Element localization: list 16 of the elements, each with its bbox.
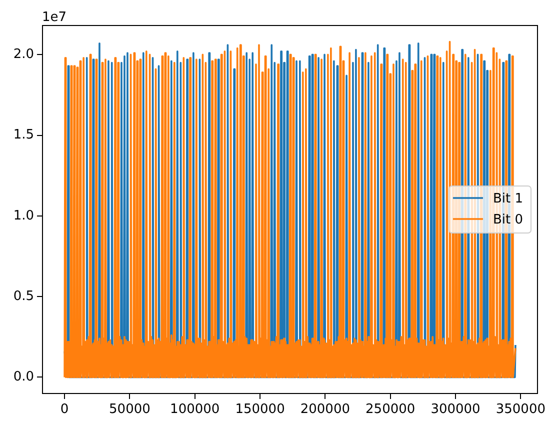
y-tick-label: 0.5	[13, 288, 34, 304]
x-tick-label: 200000	[300, 402, 350, 418]
legend-label: Bit 0	[492, 212, 523, 228]
x-tick-label: 150000	[235, 402, 285, 418]
x-tick-label: 0	[60, 402, 69, 418]
y-tick-label: 1.0	[13, 208, 34, 224]
x-tick-label: 350000	[496, 402, 546, 418]
y-tick-label: 1.5	[13, 128, 34, 143]
x-tick-label: 250000	[366, 402, 416, 418]
x-tick-label: 50000	[109, 402, 150, 418]
x-tick-label: 100000	[170, 402, 220, 418]
y-tick-label: 2.0	[13, 47, 34, 62]
text: 1e7	[42, 10, 67, 25]
legend-label: Bit 1	[492, 191, 523, 206]
y-tick-label: 0.0	[13, 370, 34, 385]
x-tick-label: 300000	[430, 402, 480, 418]
